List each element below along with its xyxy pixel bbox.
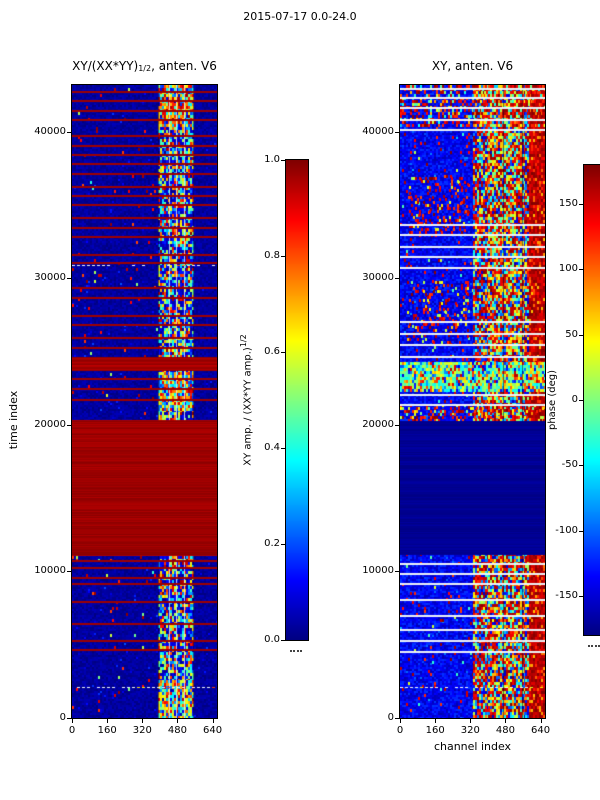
y-tick-mark bbox=[67, 131, 71, 133]
y-tick-mark bbox=[67, 571, 71, 573]
left-plot-title-sup: 1/2 bbox=[138, 64, 152, 73]
x-tick-mark bbox=[400, 719, 401, 723]
right-colorbar-canvas bbox=[584, 165, 600, 635]
colorbar-tick-mark bbox=[579, 334, 583, 336]
colorbar-tick-label: 50 bbox=[565, 328, 578, 340]
y-tick-label: 0 bbox=[387, 712, 394, 723]
colorbar-tick-label: 100 bbox=[558, 263, 578, 275]
colorbar-tick-label: -50 bbox=[561, 459, 578, 471]
left-y-axis-label: time index bbox=[7, 390, 20, 450]
left-plot-title-suffix: , anten. V6 bbox=[151, 59, 217, 73]
x-tick-mark bbox=[72, 719, 73, 723]
x-tick-label: 160 bbox=[425, 725, 445, 736]
y-tick-mark bbox=[395, 424, 399, 426]
y-tick-label: 30000 bbox=[34, 272, 66, 284]
colorbar-tick-label: 0.4 bbox=[264, 442, 280, 453]
y-tick-label: 40000 bbox=[34, 125, 66, 137]
colorbar-tick-mark bbox=[579, 204, 583, 206]
left-colorbar bbox=[285, 159, 309, 641]
colorbar-tick-mark bbox=[579, 269, 583, 271]
colorbar-tick-mark bbox=[281, 544, 285, 545]
colorbar-tick-mark bbox=[281, 448, 285, 449]
y-tick-label: 10000 bbox=[34, 565, 66, 577]
y-tick-mark bbox=[395, 131, 399, 133]
y-tick-label: 40000 bbox=[362, 125, 394, 137]
x-tick-label: 480 bbox=[495, 725, 515, 736]
x-tick-label: 0 bbox=[396, 725, 404, 736]
x-tick-mark bbox=[540, 719, 542, 723]
y-tick-label: 10000 bbox=[362, 565, 394, 577]
x-tick-label: 640 bbox=[203, 725, 223, 736]
x-tick-label: 0 bbox=[68, 725, 76, 736]
x-tick-label: 320 bbox=[132, 725, 152, 736]
y-tick-mark bbox=[67, 424, 71, 426]
figure-title: 2015-07-17 0.0-24.0 bbox=[243, 10, 357, 23]
x-tick-label: 320 bbox=[460, 725, 480, 736]
colorbar-tick-label: -100 bbox=[555, 524, 578, 536]
x-tick-mark bbox=[505, 719, 507, 723]
x-tick-mark bbox=[107, 719, 109, 723]
left-heatmap-axes bbox=[71, 84, 218, 719]
colorbar-tick-label: 0.2 bbox=[264, 538, 280, 549]
y-tick-label: 20000 bbox=[362, 418, 394, 430]
x-tick-label: 160 bbox=[97, 725, 117, 736]
y-tick-mark bbox=[395, 718, 399, 719]
colorbar-tick-label: 1.0 bbox=[264, 154, 280, 165]
colorbar-tick-mark bbox=[281, 352, 285, 353]
right-plot-title: XY, anten. V6 bbox=[400, 55, 545, 73]
colorbar-tick-mark bbox=[281, 256, 285, 257]
colorbar-tick-label: 150 bbox=[558, 198, 578, 210]
left-plot-title: XY/(XX*YY) 1/2, anten. V6 bbox=[72, 55, 217, 73]
colorbar-tick-mark bbox=[579, 530, 583, 532]
y-tick-label: 30000 bbox=[362, 272, 394, 284]
y-tick-mark bbox=[395, 278, 399, 280]
right-x-axis-label: channel index bbox=[433, 740, 512, 753]
colorbar-tick-label: 0.6 bbox=[264, 346, 280, 357]
colorbar-tick-mark bbox=[281, 640, 285, 641]
right-heatmap-axes bbox=[399, 84, 546, 719]
x-tick-label: 480 bbox=[167, 725, 187, 736]
left-heatmap-canvas bbox=[72, 85, 217, 718]
colorbar-tick-mark bbox=[579, 400, 583, 401]
colorbar-tick-mark bbox=[281, 160, 285, 161]
x-tick-mark bbox=[142, 719, 144, 723]
x-tick-label: 640 bbox=[531, 725, 551, 736]
colorbar-tick-label: 0 bbox=[571, 394, 578, 405]
colorbar-tick-mark bbox=[579, 595, 583, 597]
y-tick-label: 20000 bbox=[34, 418, 66, 430]
colorbar-extend-mark bbox=[588, 645, 600, 647]
x-tick-mark bbox=[470, 719, 472, 723]
x-tick-mark bbox=[212, 719, 214, 723]
x-tick-mark bbox=[177, 719, 179, 723]
right-heatmap-canvas bbox=[400, 85, 545, 718]
colorbar-tick-label: 0.0 bbox=[264, 634, 280, 645]
right-colorbar bbox=[583, 164, 600, 636]
x-tick-mark bbox=[435, 719, 437, 723]
colorbar-extend-mark bbox=[290, 650, 302, 652]
colorbar-tick-mark bbox=[579, 465, 583, 467]
colorbar-tick-label: -150 bbox=[555, 589, 578, 601]
colorbar-tick-label: 0.8 bbox=[264, 250, 280, 261]
right-plot-title-text: XY, anten. V6 bbox=[431, 59, 514, 73]
y-tick-label: 0 bbox=[59, 712, 66, 723]
left-colorbar-label: XY amp. / (XX*YY amp.)1/2 bbox=[239, 290, 253, 510]
left-colorbar-canvas bbox=[286, 160, 308, 640]
y-tick-mark bbox=[67, 278, 71, 280]
y-tick-mark bbox=[67, 718, 71, 719]
left-plot-title-text: XY/(XX*YY) bbox=[72, 59, 139, 73]
y-tick-mark bbox=[395, 571, 399, 573]
